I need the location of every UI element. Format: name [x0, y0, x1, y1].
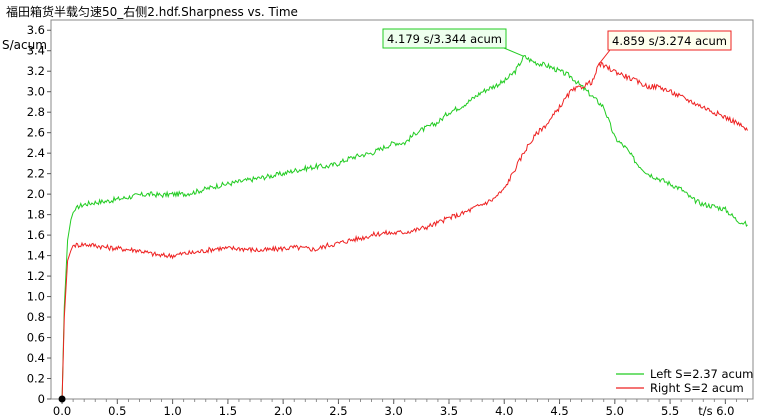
x-tick-label: 6.0: [716, 404, 734, 418]
y-tick-label: 1.2: [27, 269, 45, 283]
y-tick-label: 2.4: [27, 146, 45, 160]
x-tick-label: 4.0: [495, 404, 513, 418]
series-line-left: [61, 54, 748, 400]
x-axis-label: t/s: [698, 404, 712, 418]
x-tick-label: 5.0: [606, 404, 624, 418]
y-axis-label: S/acum: [2, 38, 47, 52]
annotation-box: [382, 28, 507, 49]
y-tick-label: 2.0: [27, 187, 45, 201]
annotation-box: [607, 30, 732, 51]
series-line-right: [61, 61, 748, 400]
y-tick-label: 1.0: [27, 290, 45, 304]
x-tick-label: 1.0: [163, 404, 181, 418]
y-tick-label: 0.2: [27, 372, 45, 386]
x-tick-label: 5.5: [661, 404, 679, 418]
x-tick-label: 0.5: [108, 404, 126, 418]
chart-title: 福田箱货半载匀速50_右侧2.hdf.Sharpness vs. Time: [6, 5, 298, 19]
y-tick-label: 1.4: [27, 249, 45, 263]
annotation-label: 4.859 s/3.274 acum: [612, 34, 727, 48]
y-tick-label: 0: [38, 392, 45, 406]
y-tick-label: 2.2: [27, 167, 45, 181]
y-tick-label: 3.0: [27, 85, 45, 99]
x-tick-label: 3.0: [385, 404, 403, 418]
legend-label: Left S=2.37 acum: [650, 367, 753, 381]
y-tick-label: 2.6: [27, 126, 45, 140]
origin-marker: [58, 395, 66, 403]
y-tick-label: 0.4: [27, 351, 45, 365]
x-tick-label: 4.5: [550, 404, 568, 418]
x-tick-label: 3.5: [440, 404, 458, 418]
y-tick-label: 3.2: [27, 64, 45, 78]
x-tick-label: 1.5: [219, 404, 237, 418]
y-tick-label: 0.6: [27, 331, 45, 345]
x-tick-label: 0.0: [53, 404, 71, 418]
y-tick-label: 3.6: [27, 23, 45, 37]
x-tick-label: 2.0: [274, 404, 292, 418]
y-tick-label: 1.6: [27, 228, 45, 242]
y-tick-label: 0.8: [27, 310, 45, 324]
x-tick-label: 2.5: [329, 404, 347, 418]
y-tick-label: 3.4: [27, 44, 45, 58]
legend-label: Right S=2 acum: [650, 381, 744, 395]
y-tick-label: 2.8: [27, 105, 45, 119]
plot-frame: [50, 19, 754, 400]
annotation-leader: [598, 49, 611, 64]
annotation-leader: [503, 47, 525, 57]
annotation-label: 4.179 s/3.344 acum: [387, 32, 502, 46]
y-tick-label: 1.8: [27, 208, 45, 222]
